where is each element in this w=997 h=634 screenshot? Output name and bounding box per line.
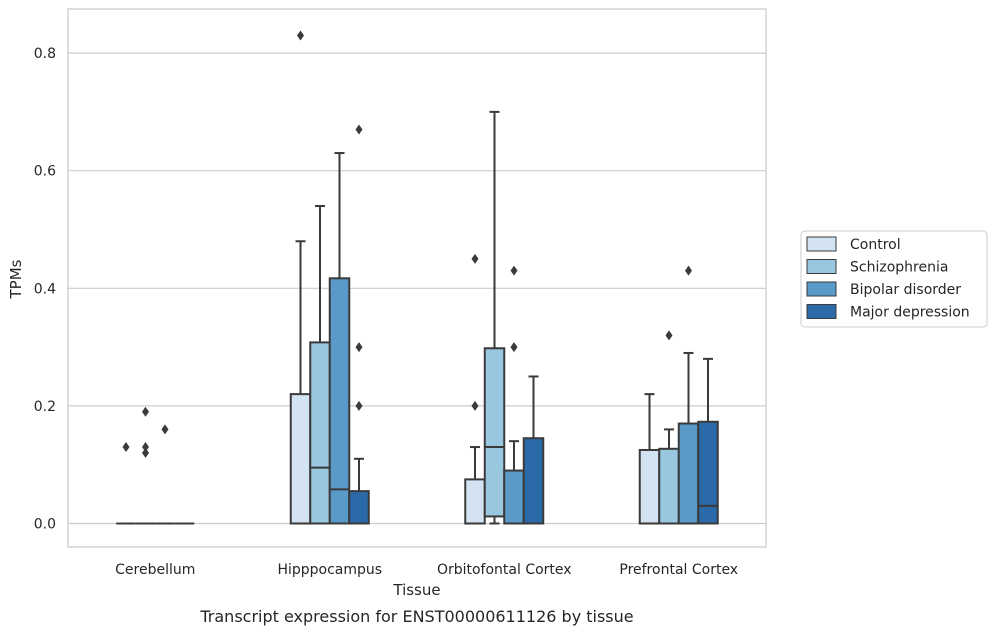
- legend-label: Major depression: [850, 305, 970, 321]
- outlier-marker: [122, 442, 130, 453]
- x-tick-label: Hipppocampus: [277, 562, 382, 578]
- box: [697, 420, 719, 525]
- y-tick-label: 0.0: [34, 516, 56, 532]
- legend-swatch: [806, 304, 837, 319]
- outlier-marker: [471, 400, 479, 411]
- outlier-marker: [355, 342, 363, 353]
- boxes: [116, 30, 719, 525]
- box-group: [638, 393, 661, 525]
- box-group: [289, 30, 312, 525]
- box-group: [483, 110, 506, 525]
- box-group: [522, 375, 545, 525]
- legend-swatch: [806, 281, 837, 297]
- x-tick-label: Cerebellum: [115, 562, 195, 578]
- outlier-marker: [142, 442, 149, 453]
- box-group: [328, 152, 351, 525]
- legend-label: Bipolar disorder: [850, 282, 961, 298]
- box: [677, 422, 700, 525]
- box-group: [348, 124, 370, 525]
- box: [503, 469, 525, 525]
- legend-swatch: [806, 259, 837, 274]
- box-group: [116, 442, 136, 525]
- box: [483, 347, 506, 518]
- outlier-marker: [142, 406, 149, 417]
- outlier-marker: [510, 342, 518, 353]
- y-axis-ticks: 0.0 0.2 0.4 0.6 0.8: [34, 46, 56, 532]
- legend-swatch: [806, 236, 837, 252]
- outlier-marker: [665, 330, 673, 341]
- box-group: [464, 253, 486, 525]
- box-group: [658, 330, 680, 525]
- x-axis-title: Tissue: [392, 581, 440, 599]
- box: [289, 393, 312, 525]
- box: [464, 478, 486, 525]
- outlier-marker: [142, 447, 149, 458]
- outlier-marker: [510, 265, 518, 276]
- x-axis-ticks: Cerebellum Hipppocampus Orbitofontal Corte…: [115, 562, 738, 578]
- box-group: [697, 357, 719, 525]
- box-group: [135, 406, 156, 525]
- box: [309, 341, 331, 525]
- outlier-marker: [471, 253, 479, 264]
- box-group: [503, 265, 525, 525]
- box-group: [677, 265, 700, 525]
- y-tick-label: 0.2: [34, 399, 56, 415]
- legend-label: Schizophrenia: [850, 260, 948, 276]
- outlier-marker: [355, 124, 363, 135]
- outlier-marker: [161, 424, 169, 435]
- y-tick-label: 0.4: [34, 281, 56, 297]
- box: [348, 490, 370, 525]
- y-axis-title: TPMs: [7, 259, 25, 299]
- box: [522, 437, 545, 525]
- outlier-marker: [355, 400, 363, 411]
- legend-label: Control: [850, 237, 901, 253]
- legend: Control Schizophrenia Bipolar disorder Majo…: [800, 230, 988, 328]
- legend-frame: [800, 230, 988, 328]
- x-tick-label: Prefrontal Cortex: [619, 562, 738, 578]
- outlier-marker: [297, 30, 304, 41]
- y-tick-label: 0.8: [34, 46, 56, 62]
- outlier-marker: [685, 265, 692, 276]
- box: [658, 447, 680, 525]
- chart-caption: Transcript expression for ENST0000061112…: [199, 607, 633, 626]
- box: [638, 448, 661, 525]
- plot-area-frame: [67, 8, 767, 548]
- y-tick-label: 0.6: [34, 164, 56, 180]
- x-tick-label: Orbitofontal Cortex: [437, 562, 572, 578]
- box-group: [155, 424, 175, 525]
- box: [328, 277, 351, 525]
- box-group: [309, 204, 331, 525]
